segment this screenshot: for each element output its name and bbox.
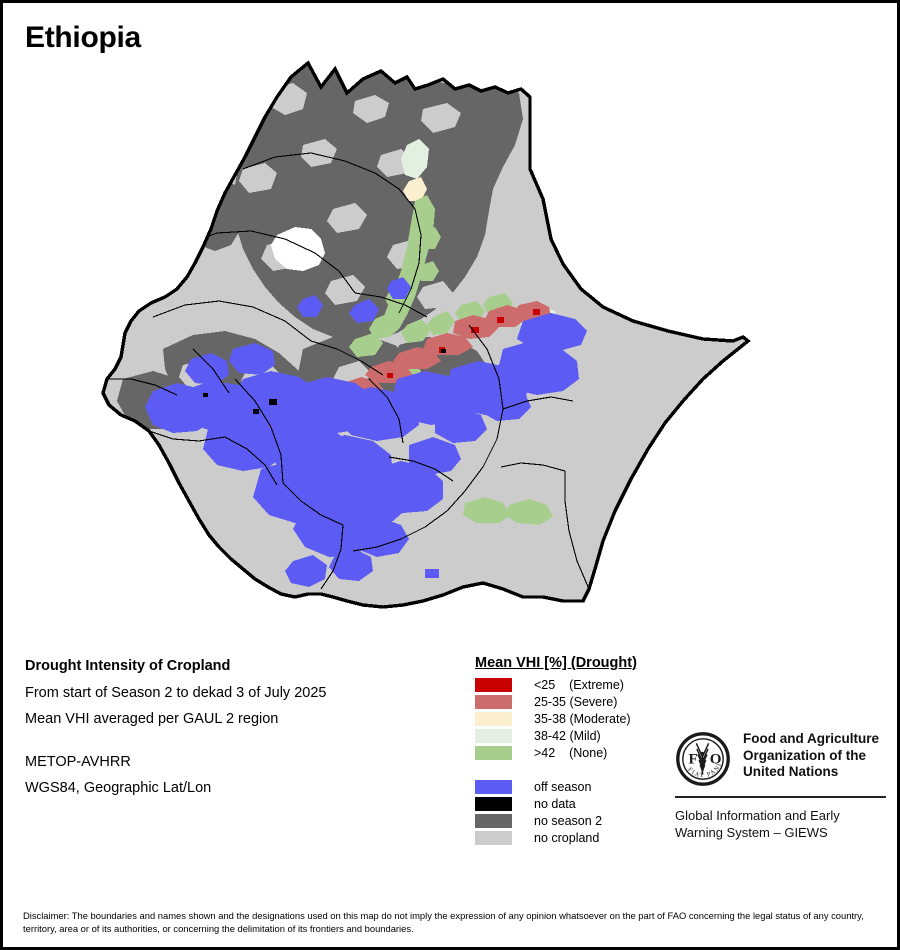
legend-item-no-season-2[interactable]: no season 2	[475, 812, 705, 829]
legend-label-no-data: no data	[534, 796, 576, 811]
legend-item-moderate[interactable]: 35-38 (Moderate)	[475, 711, 705, 727]
legend-item-no-data[interactable]: no data	[475, 795, 705, 812]
legend-swatch-extreme	[475, 678, 512, 692]
legend-item-extreme[interactable]: <25 (Extreme)	[475, 677, 705, 693]
description-metric: Mean VHI averaged per GAUL 2 region	[25, 711, 279, 727]
description-spacer	[25, 738, 445, 754]
legend-label-none: >42 (None)	[534, 746, 608, 760]
legend-swatch-no-season-2	[475, 813, 512, 828]
svg-text:O: O	[710, 751, 722, 767]
description-sensor: METOP-AVHRR	[25, 753, 131, 770]
description-heading: Drought Intensity of Cropland	[25, 658, 231, 674]
map-legend: Mean VHI [%] (Drought) <25 (Extreme) 25-…	[475, 655, 705, 846]
legend-drought-classes: <25 (Extreme) 25-35 (Severe) 35-38 (Mode…	[475, 677, 705, 761]
fao-divider	[675, 796, 886, 798]
page-title: Ethiopia	[25, 21, 141, 54]
legend-label-extreme: <25 (Extreme)	[534, 678, 624, 692]
legend-item-no-cropland[interactable]: no cropland	[475, 829, 705, 846]
legend-title: Mean VHI [%] (Drought)	[475, 655, 637, 671]
legend-swatch-moderate	[475, 712, 512, 726]
legend-status-classes: off season no data no season 2 no cropla…	[475, 778, 705, 846]
layer-off-season	[145, 277, 587, 607]
lake-tana	[271, 227, 325, 271]
svg-text:F: F	[688, 751, 697, 767]
legend-label-moderate: 35-38 (Moderate)	[534, 712, 631, 726]
fao-organization-name: Food and Agriculture Organization of the…	[743, 731, 879, 779]
map-description: Drought Intensity of Cropland From start…	[25, 658, 445, 807]
legend-spacer	[475, 762, 705, 778]
legend-item-mild[interactable]: 38-42 (Mild)	[475, 728, 705, 744]
legend-label-severe: 25-35 (Severe)	[534, 695, 618, 709]
legend-label-no-cropland: no cropland	[534, 830, 600, 845]
legend-swatch-no-data	[475, 796, 512, 811]
legend-swatch-mild	[475, 729, 512, 743]
legend-item-none[interactable]: >42 (None)	[475, 745, 705, 761]
description-period: From start of Season 2 to dekad 3 of Jul…	[25, 684, 327, 701]
legend-item-off-season[interactable]: off season	[475, 778, 705, 795]
fao-logo-row: F O FIAT PANIS Food and Agriculture Orga…	[675, 731, 885, 787]
legend-label-off-season: off season	[534, 779, 592, 794]
description-projection: WGS84, Geographic Lat/Lon	[25, 780, 212, 796]
map-base-layer	[103, 63, 748, 607]
country-border-ethiopia	[101, 60, 751, 609]
legend-label-no-season-2: no season 2	[534, 813, 603, 828]
giews-programme-name: Global Information and Early Warning Sys…	[675, 808, 840, 840]
fao-emblem-icon: F O FIAT PANIS	[675, 731, 730, 786]
admin-boundaries-level2	[107, 152, 590, 590]
layer-no-data	[203, 349, 446, 414]
legend-swatch-off-season	[475, 779, 512, 794]
legend-swatch-severe	[475, 695, 512, 709]
fao-branding: F O FIAT PANIS Food and Agriculture Orga…	[675, 731, 886, 841]
legend-swatch-no-cropland	[475, 830, 512, 845]
legend-swatch-none	[475, 746, 512, 760]
disclaimer-text: Disclaimer: The boundaries and names sho…	[23, 910, 864, 934]
legend-item-severe[interactable]: 25-35 (Severe)	[475, 694, 705, 710]
map-canvas[interactable]	[3, 49, 897, 639]
legend-label-mild: 38-42 (Mild)	[534, 729, 601, 743]
